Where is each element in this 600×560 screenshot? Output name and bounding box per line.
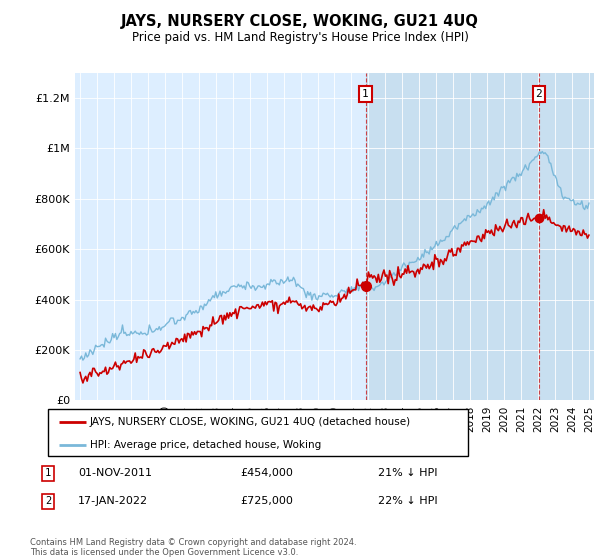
Text: 17-JAN-2022: 17-JAN-2022 <box>78 496 148 506</box>
Text: JAYS, NURSERY CLOSE, WOKING, GU21 4UQ: JAYS, NURSERY CLOSE, WOKING, GU21 4UQ <box>121 14 479 29</box>
Text: HPI: Average price, detached house, Woking: HPI: Average price, detached house, Woki… <box>90 440 321 450</box>
Text: JAYS, NURSERY CLOSE, WOKING, GU21 4UQ (detached house): JAYS, NURSERY CLOSE, WOKING, GU21 4UQ (d… <box>90 417 411 427</box>
Text: £725,000: £725,000 <box>240 496 293 506</box>
Text: 1: 1 <box>45 468 51 478</box>
Text: Contains HM Land Registry data © Crown copyright and database right 2024.
This d: Contains HM Land Registry data © Crown c… <box>30 538 356 557</box>
Text: 2: 2 <box>536 89 542 99</box>
Text: 2: 2 <box>45 496 51 506</box>
Bar <box>365 73 594 400</box>
Text: 21% ↓ HPI: 21% ↓ HPI <box>378 468 437 478</box>
FancyBboxPatch shape <box>48 409 468 456</box>
Text: 01-NOV-2011: 01-NOV-2011 <box>78 468 152 478</box>
Text: Price paid vs. HM Land Registry's House Price Index (HPI): Price paid vs. HM Land Registry's House … <box>131 31 469 44</box>
Text: 1: 1 <box>362 89 369 99</box>
Text: £454,000: £454,000 <box>240 468 293 478</box>
Text: 22% ↓ HPI: 22% ↓ HPI <box>378 496 437 506</box>
